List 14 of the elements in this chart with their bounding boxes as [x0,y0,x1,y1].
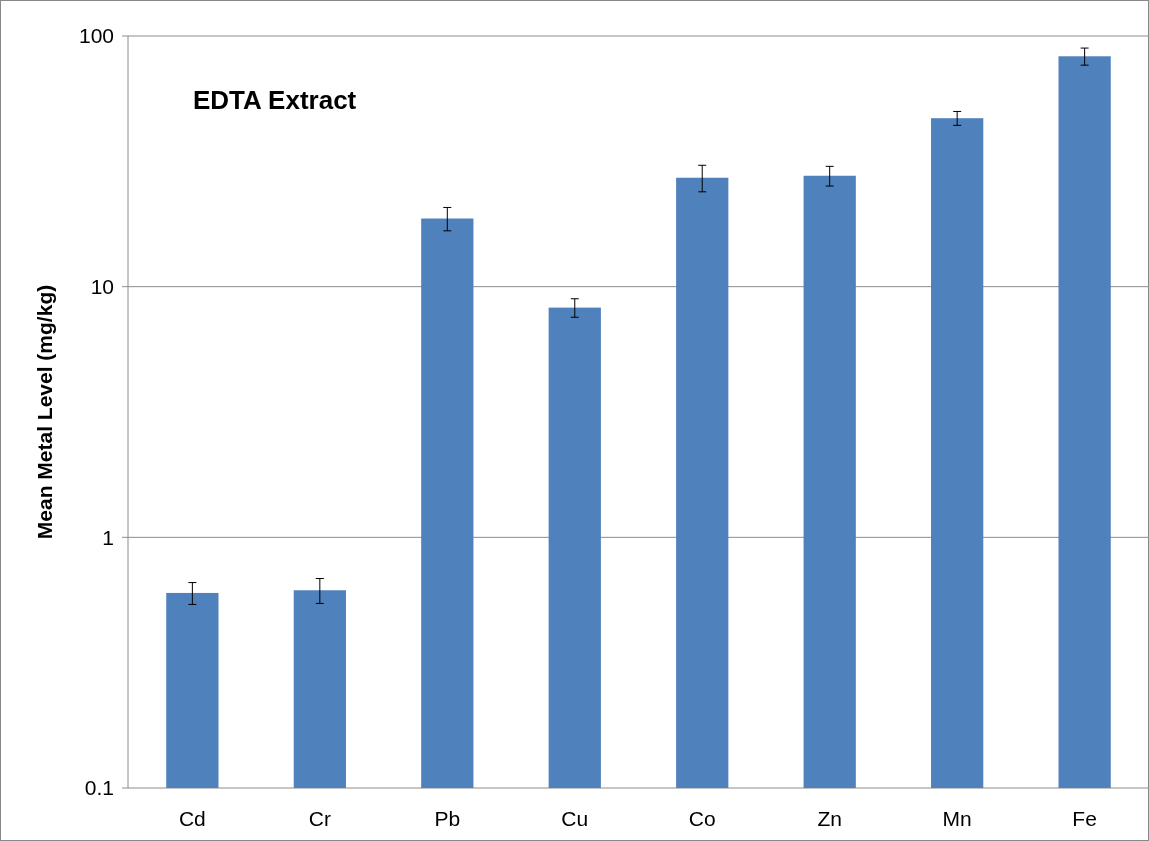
y-axis-title: Mean Metal Level (mg/kg) [33,284,56,540]
y-tick-label: 10 [90,275,114,299]
x-tick-label: Cd [178,807,206,830]
y-tick-label: 1 [102,525,114,549]
x-tick-label: Zn [817,807,842,830]
x-tick-label: Co [688,807,716,830]
text: EDTA Extract [193,85,357,115]
y-tick-label: 0.1 [84,776,114,800]
x-tick-label: Pb [434,807,461,830]
x-tick-label: Cr [308,807,331,830]
y-tick-label: 100 [78,24,114,48]
x-tick-label: Cu [561,807,589,830]
x-tick-label: Fe [1072,807,1097,830]
x-tick-label: Mn [942,807,972,830]
